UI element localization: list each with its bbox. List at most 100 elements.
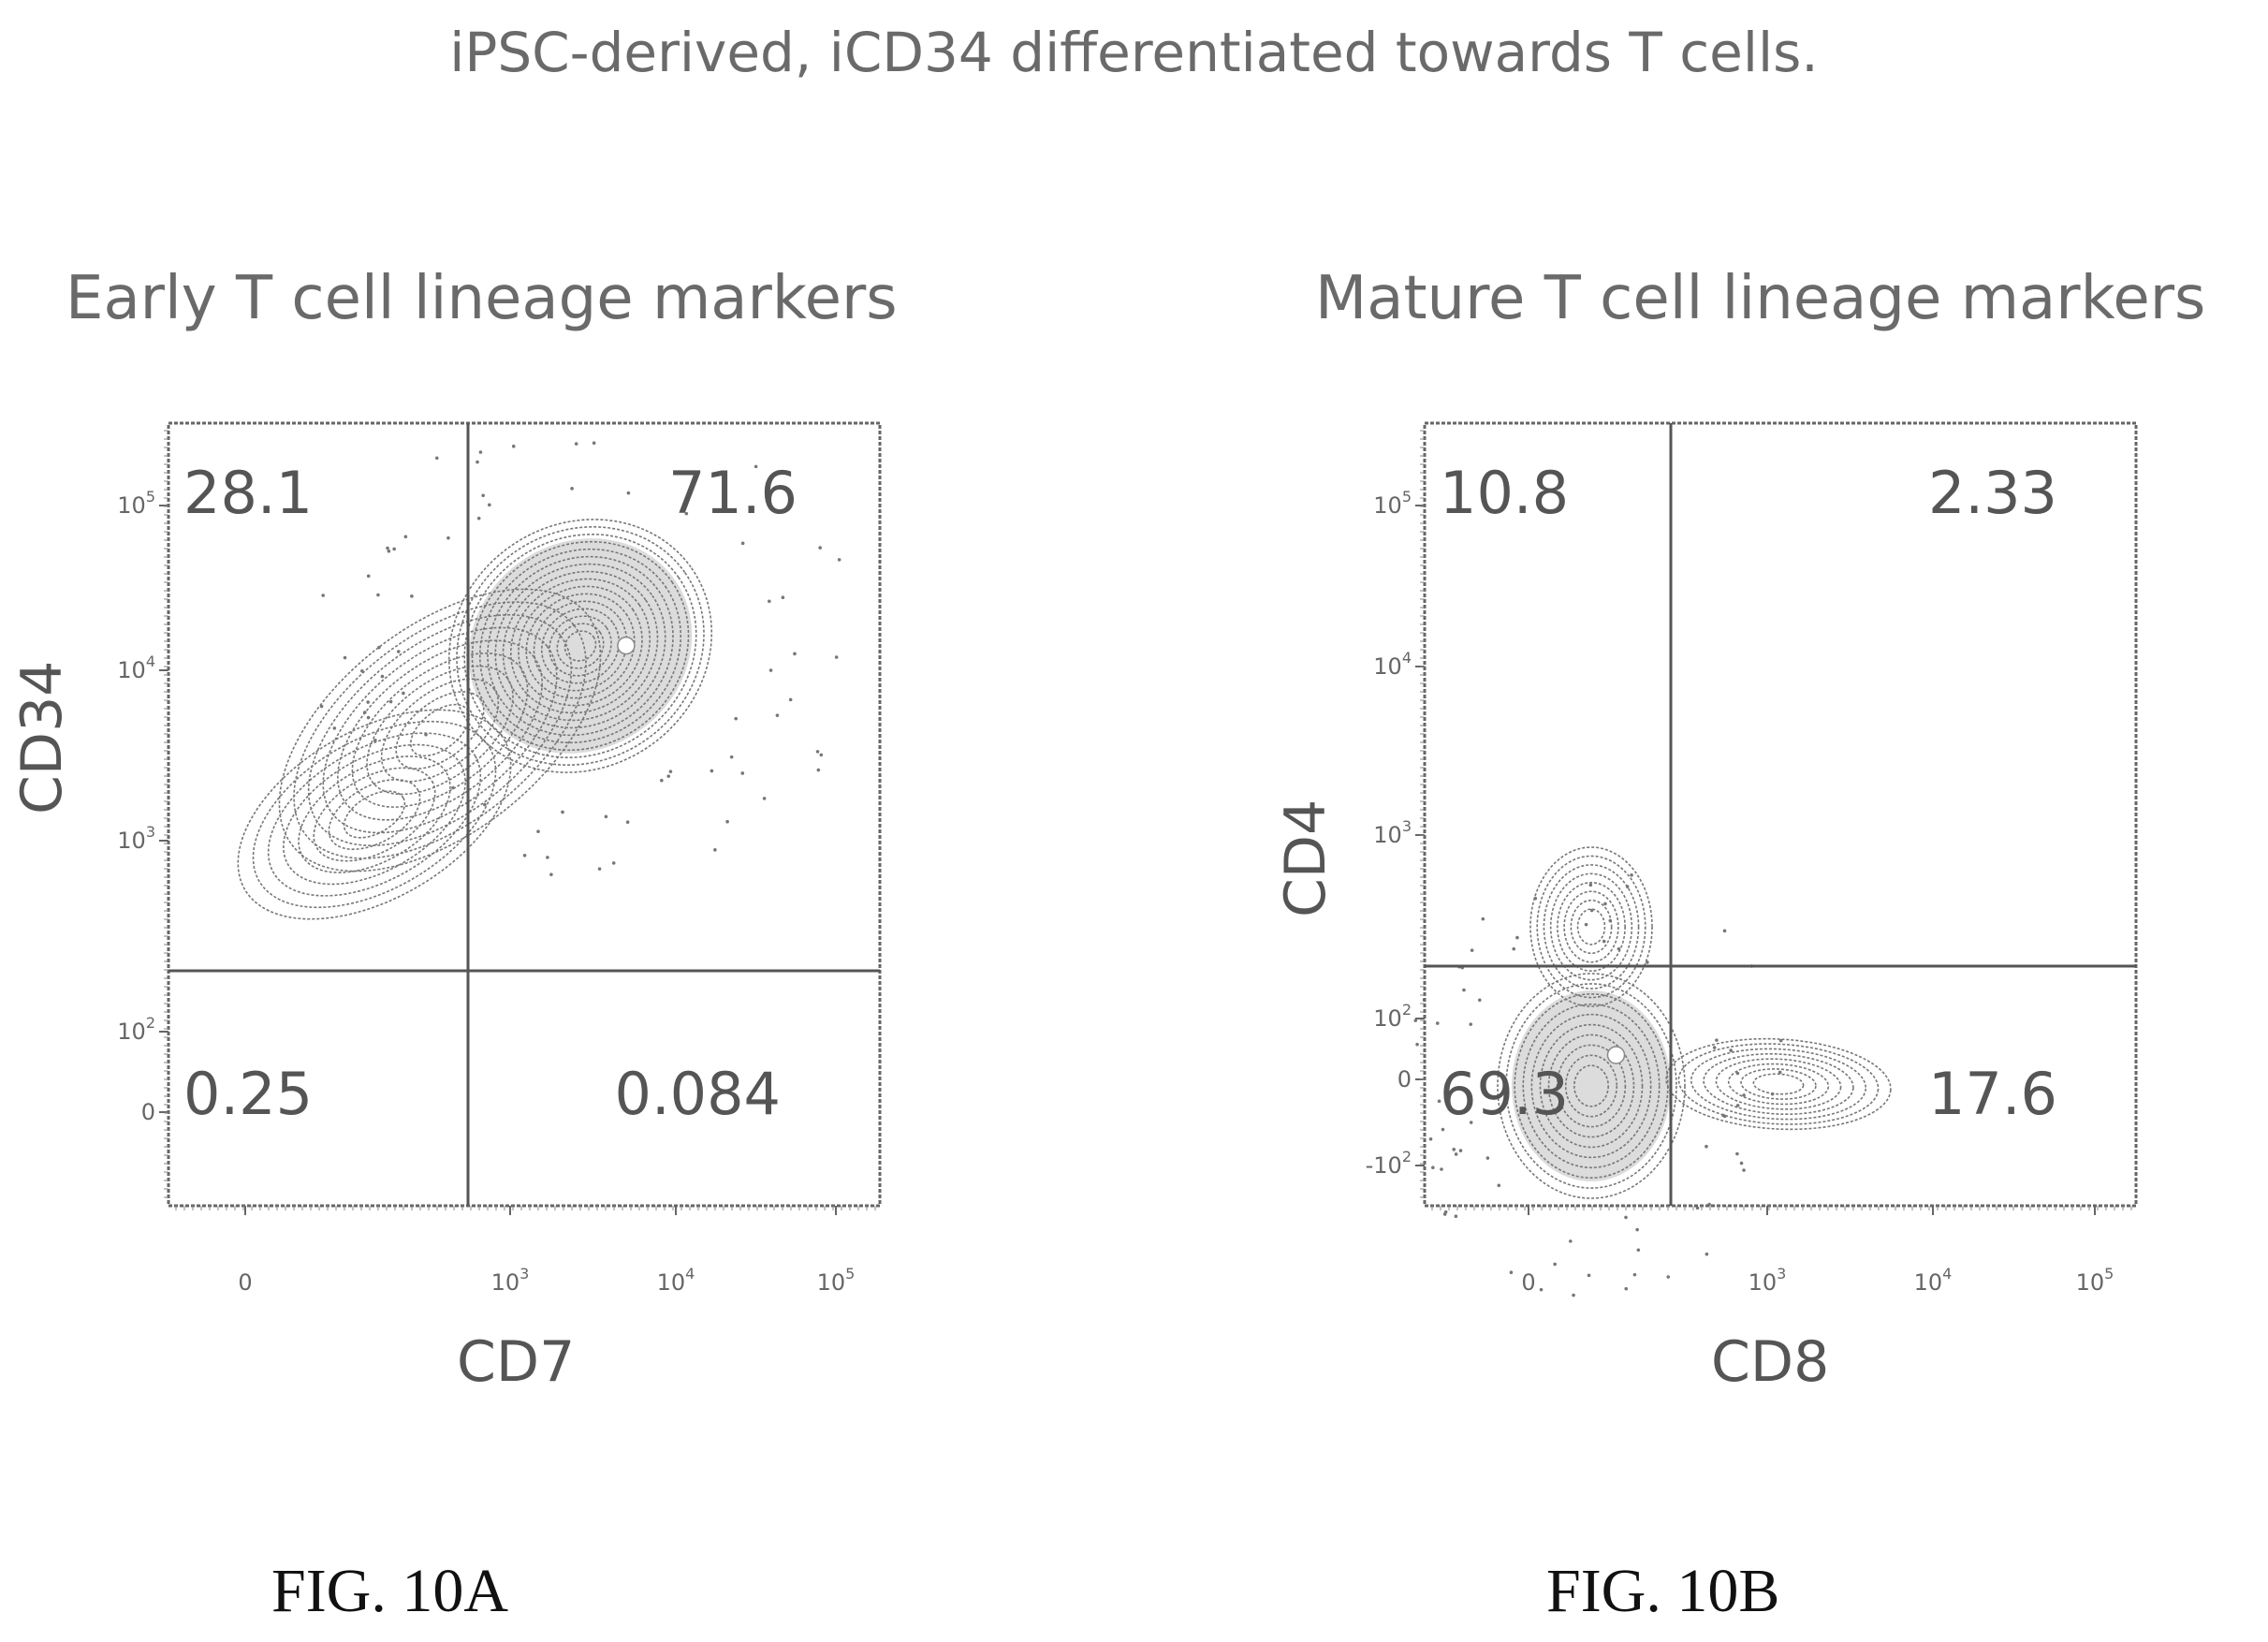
plot-frame: [1423, 421, 2138, 1208]
event-dot: [819, 753, 824, 757]
event-dot: [380, 674, 385, 679]
event-dot: [1735, 1151, 1739, 1156]
contour-line: [456, 526, 705, 766]
contour-line: [463, 533, 697, 759]
population-shading: [1512, 990, 1671, 1181]
event-dot: [626, 491, 631, 495]
event-dot: [321, 594, 325, 597]
event-dot: [360, 669, 364, 673]
contour-line: [337, 639, 543, 821]
event-dot: [1415, 1042, 1419, 1047]
event-dot: [1553, 1262, 1557, 1267]
event-dot: [373, 739, 377, 742]
event-dot: [1569, 1239, 1573, 1243]
event-dot: [392, 547, 396, 551]
y-tick-label: 0: [141, 1099, 155, 1125]
event-dot: [446, 535, 450, 540]
contour-line: [1677, 1043, 1880, 1125]
event-dot: [402, 691, 405, 696]
tick-exponent: 3: [146, 823, 155, 841]
contour-line: [518, 585, 643, 707]
contour-line: [1529, 846, 1653, 1007]
contour-line: [1563, 890, 1619, 963]
contour-line: [549, 615, 612, 677]
event-dot: [1437, 1099, 1441, 1104]
event-dot: [1435, 1021, 1440, 1025]
tick-exponent: 5: [1402, 488, 1412, 506]
event-dot: [1413, 1019, 1418, 1022]
event-dot: [1454, 1152, 1458, 1156]
contour-line: [1505, 983, 1677, 1189]
event-dot: [1533, 896, 1538, 901]
event-dot: [386, 546, 389, 550]
event-dot: [1617, 946, 1621, 951]
event-dot: [740, 771, 745, 775]
event-dot: [1624, 1215, 1628, 1220]
x-axis-label-a: CD7: [457, 1329, 576, 1395]
tick-exponent: 2: [146, 1014, 155, 1032]
event-dot: [483, 802, 487, 807]
quadrant-percent-bottom-left: 0.25: [183, 1060, 313, 1128]
quadrant-percent-bottom-left: 69.3: [1440, 1060, 1569, 1128]
event-dot: [1512, 946, 1516, 951]
event-dot: [1441, 1127, 1445, 1132]
event-dot: [478, 450, 483, 454]
y-axis-label-a: CD34: [9, 660, 75, 814]
quadrant-percent-top-left: 28.1: [183, 459, 313, 527]
event-dot: [377, 645, 381, 650]
y-tick-label: 103: [1373, 817, 1412, 848]
contour-line: [252, 720, 497, 909]
event-dot: [1705, 1252, 1709, 1256]
event-dot: [1515, 935, 1519, 940]
event-dot: [1454, 1214, 1458, 1218]
contour-group: [278, 588, 602, 872]
y-tick-label: 104: [1373, 649, 1412, 680]
contour-line: [1497, 973, 1686, 1199]
event-dot: [725, 819, 729, 824]
contour-line: [563, 630, 597, 662]
event-dot: [1452, 1148, 1456, 1151]
contour-line: [1752, 1073, 1805, 1095]
tick-exponent: 2: [1402, 1148, 1412, 1166]
contour-line: [1556, 1044, 1627, 1128]
event-dot: [376, 593, 380, 597]
contour-line: [343, 790, 406, 839]
event-dot: [1469, 1022, 1473, 1026]
contour-line: [471, 540, 690, 752]
event-dot: [476, 460, 479, 464]
event-dot: [816, 768, 821, 772]
event-dot: [597, 867, 602, 871]
event-dot: [815, 750, 820, 754]
event-dot: [1739, 1161, 1744, 1166]
event-dot: [660, 778, 664, 783]
tick-exponent: 5: [845, 1265, 855, 1283]
event-dot: [1589, 908, 1594, 913]
event-dot: [574, 442, 578, 446]
event-dot: [476, 516, 481, 520]
event-dot: [1442, 1212, 1447, 1216]
event-dot: [366, 700, 370, 704]
event-dot: [1625, 885, 1630, 888]
event-dot: [762, 797, 767, 800]
event-dot: [713, 848, 717, 852]
event-dot: [343, 655, 347, 660]
event-dot: [1602, 939, 1606, 944]
event-dot: [734, 716, 739, 721]
contour-line: [1547, 1034, 1635, 1138]
event-dot: [549, 872, 553, 876]
tick-exponent: 3: [1777, 1265, 1786, 1283]
event-dot: [1481, 916, 1485, 921]
contour-line: [1727, 1063, 1830, 1106]
event-dot: [818, 546, 822, 550]
y-tick-label: -102: [1366, 1148, 1412, 1179]
contour-line: [278, 588, 602, 872]
event-dot: [1778, 1070, 1782, 1075]
event-dot: [424, 733, 428, 737]
plot-frame: [167, 421, 882, 1208]
event-dot: [522, 853, 527, 858]
contour-line: [395, 691, 485, 770]
contour-line: [283, 743, 466, 886]
x-tick-label: 103: [1749, 1265, 1787, 1296]
contour-group: [237, 709, 512, 920]
contour-line: [328, 778, 421, 851]
